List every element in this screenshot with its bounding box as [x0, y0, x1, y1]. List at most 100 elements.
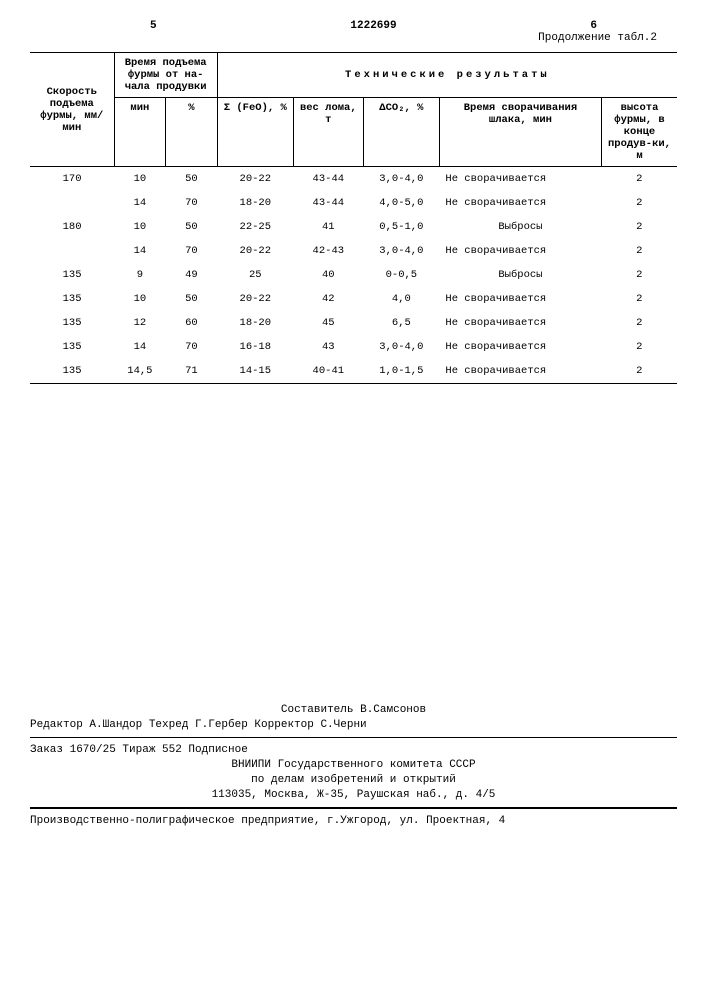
cell: Не сворачивается [439, 239, 601, 263]
cell: 3,0-4,0 [363, 167, 439, 192]
cell: Не сворачивается [439, 167, 601, 192]
cell: 2 [601, 359, 677, 384]
cell: 4,0-5,0 [363, 191, 439, 215]
cell: 42-43 [293, 239, 363, 263]
table-row: 147020-2242-433,0-4,0Не сворачивается2 [30, 239, 677, 263]
cell: 1,0-1,5 [363, 359, 439, 384]
table-row: 135105020-22424,0Не сворачивается2 [30, 287, 677, 311]
cell: 71 [166, 359, 218, 384]
col-scrap: вес лома, т [293, 98, 363, 167]
cell: 135 [30, 263, 114, 287]
col-speed: Скорость подъема фурмы, мм/мин [30, 53, 114, 167]
cell: 45 [293, 311, 363, 335]
cell: 3,0-4,0 [363, 239, 439, 263]
table-row: 13514,57114-1540-411,0-1,5Не сворачивает… [30, 359, 677, 384]
cell: 50 [166, 215, 218, 239]
cell: 50 [166, 167, 218, 192]
cell: Не сворачивается [439, 191, 601, 215]
cell: 18-20 [217, 311, 293, 335]
cell: 42 [293, 287, 363, 311]
cell: 135 [30, 359, 114, 384]
cell: 43-44 [293, 191, 363, 215]
cell: 2 [601, 263, 677, 287]
cell: 14 [114, 191, 166, 215]
cell: Не сворачивается [439, 359, 601, 384]
cell: 2 [601, 311, 677, 335]
cell: 4,0 [363, 287, 439, 311]
cell: 20-22 [217, 239, 293, 263]
cell: 180 [30, 215, 114, 239]
cell: 9 [114, 263, 166, 287]
table-row: 147018-2043-444,0-5,0Не сворачивается2 [30, 191, 677, 215]
col-min: мин [114, 98, 166, 167]
doc-number: 1222699 [350, 20, 396, 32]
cell: 135 [30, 311, 114, 335]
col-tech-results: Технические результаты [217, 53, 677, 98]
cell: 70 [166, 239, 218, 263]
addr-line: 113035, Москва, Ж-35, Раушская наб., д. … [30, 789, 677, 801]
press-line: Производственно-полиграфическое предприя… [30, 815, 677, 827]
col-time-top: Время подъема фурмы от на-чала продувки [114, 53, 217, 98]
table-row: 170105020-2243-443,0-4,0Не сворачивается… [30, 167, 677, 192]
cell: 10 [114, 167, 166, 192]
cell: 6,5 [363, 311, 439, 335]
cell: 135 [30, 287, 114, 311]
cell: 50 [166, 287, 218, 311]
cell: 3,0-4,0 [363, 335, 439, 359]
cell: 40-41 [293, 359, 363, 384]
cell [30, 191, 114, 215]
cell: Выбросы [439, 263, 601, 287]
rule-icon [30, 807, 677, 809]
table-continuation: Продолжение табл.2 [30, 32, 657, 44]
org2-line: по делам изобретений и открытий [30, 774, 677, 786]
cell: 14-15 [217, 359, 293, 384]
cell: 49 [166, 263, 218, 287]
cell: 20-22 [217, 167, 293, 192]
col-lance-height: высота фурмы, в конце продув-ки, м [601, 98, 677, 167]
cell: 60 [166, 311, 218, 335]
rule-icon [30, 737, 677, 738]
cell: 43-44 [293, 167, 363, 192]
cell: 2 [601, 335, 677, 359]
cell: 16-18 [217, 335, 293, 359]
table-row: 135126018-20456,5Не сворачивается2 [30, 311, 677, 335]
cell: 2 [601, 215, 677, 239]
cell: Выбросы [439, 215, 601, 239]
cell: 2 [601, 239, 677, 263]
cell: 43 [293, 335, 363, 359]
cell: 41 [293, 215, 363, 239]
cell: Не сворачивается [439, 287, 601, 311]
cell: Не сворачивается [439, 335, 601, 359]
cell: 20-22 [217, 287, 293, 311]
cell [30, 239, 114, 263]
cell: 70 [166, 191, 218, 215]
cell: 40 [293, 263, 363, 287]
table-row: 180105022-25410,5-1,0Выбросы2 [30, 215, 677, 239]
table-body: 170105020-2243-443,0-4,0Не сворачивается… [30, 167, 677, 384]
cell: 10 [114, 215, 166, 239]
cell: 14 [114, 239, 166, 263]
cell: 25 [217, 263, 293, 287]
page-header: 5 1222699 6 Продолжение табл.2 [30, 20, 677, 44]
order-line: Заказ 1670/25 Тираж 552 Подписное [30, 744, 677, 756]
cell: 70 [166, 335, 218, 359]
cell: 2 [601, 167, 677, 192]
footer-block: Составитель В.Самсонов Редактор А.Шандор… [30, 704, 677, 827]
cell: 22-25 [217, 215, 293, 239]
cell: 12 [114, 311, 166, 335]
left-page-num: 5 [150, 20, 157, 32]
col-co2: ΔCO₂, % [363, 98, 439, 167]
cell: 18-20 [217, 191, 293, 215]
cell: Не сворачивается [439, 311, 601, 335]
compiler-line: Составитель В.Самсонов [30, 704, 677, 716]
cell: 2 [601, 287, 677, 311]
cell: 0,5-1,0 [363, 215, 439, 239]
cell: 170 [30, 167, 114, 192]
cell: 135 [30, 335, 114, 359]
col-feo: Σ (FeO), % [217, 98, 293, 167]
cell: 14,5 [114, 359, 166, 384]
col-pct: % [166, 98, 218, 167]
cell: 14 [114, 335, 166, 359]
org1-line: ВНИИПИ Государственного комитета СССР [30, 759, 677, 771]
table-row: 13594925400-0,5Выбросы2 [30, 263, 677, 287]
